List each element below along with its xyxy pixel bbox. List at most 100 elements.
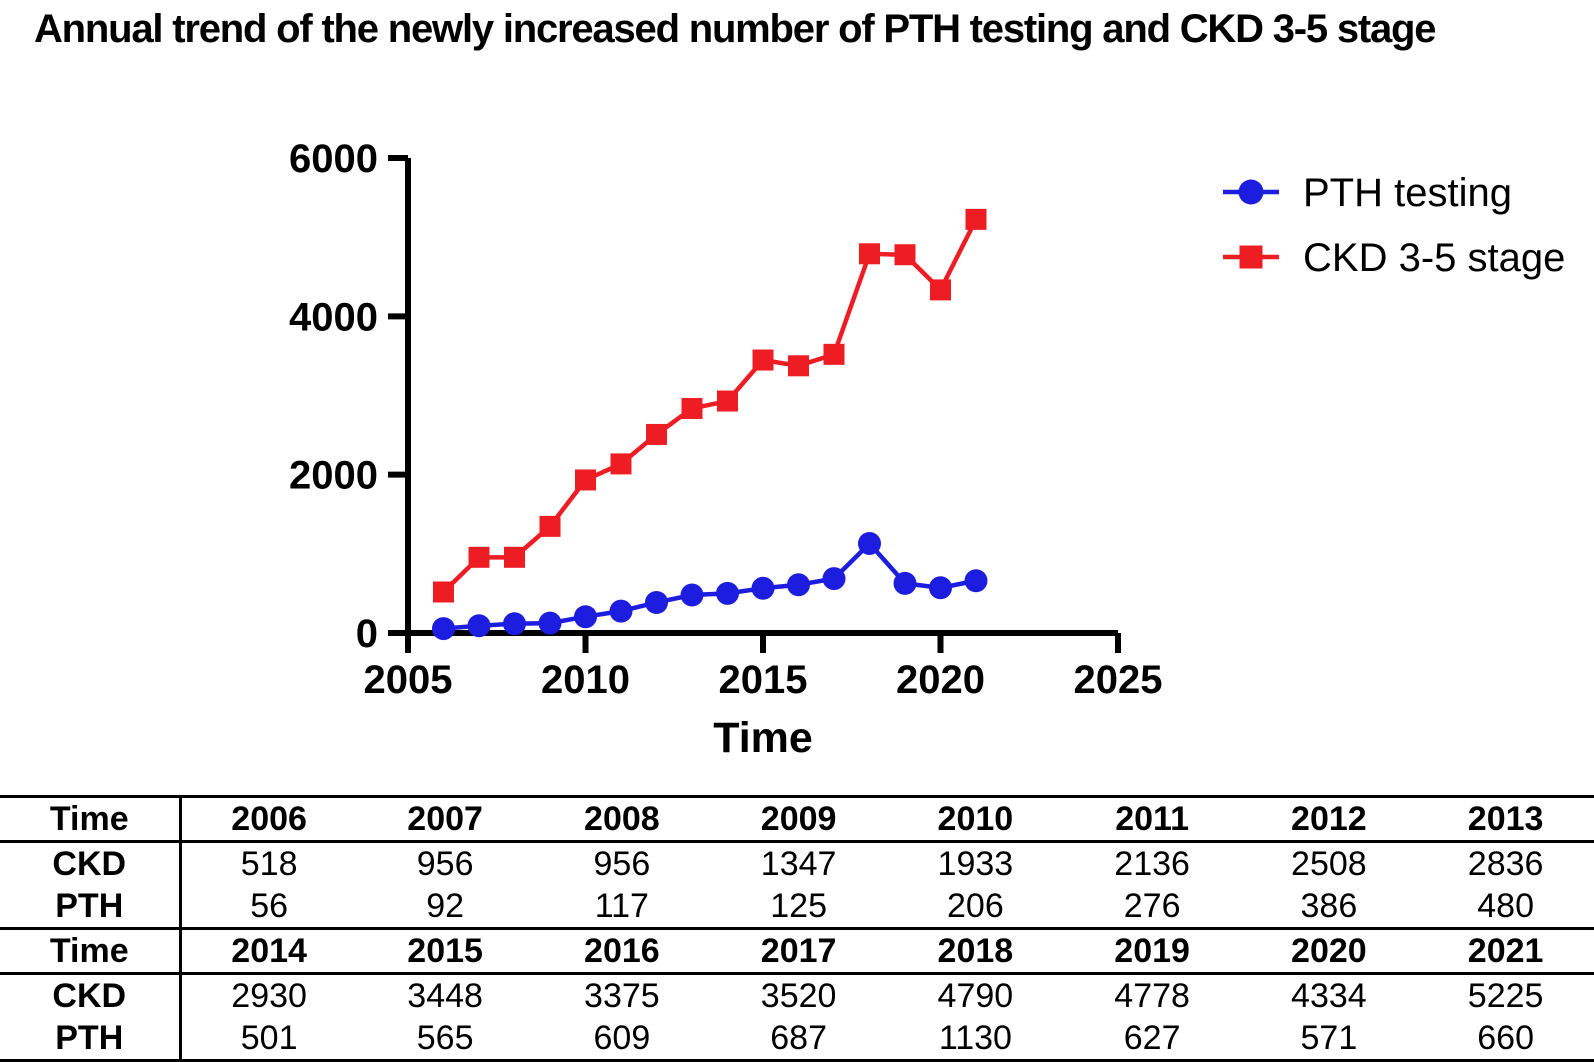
- legend-item-ckd: CKD 3-5 stage: [1223, 236, 1565, 280]
- pth-data-point-marker: [964, 569, 988, 593]
- time-header-cell: 2010: [887, 795, 1064, 843]
- ckd-value-row: CKD 2930 3448 3375 3520 4790 4778 4334 5225: [0, 973, 1594, 1017]
- pth-data-point-marker: [503, 612, 526, 636]
- pth-value-cell: 660: [1417, 1017, 1594, 1062]
- y-tick-label: 2000: [289, 454, 378, 498]
- ckd-data-point-marker: [504, 546, 525, 568]
- ckd-value-cell: 2136: [1114, 845, 1190, 883]
- annual-data-table: Time 2006 2007 2008 2009 2010 2011 2012 2013 CKD 5…: [0, 795, 1594, 1062]
- pth-value-cell: 501: [180, 1017, 357, 1062]
- time-header-cell: 2013: [1417, 795, 1594, 843]
- legend-label: CKD 3-5 stage: [1303, 236, 1565, 280]
- time-header-cell: 2015: [356, 927, 534, 975]
- pth-testing-line: [443, 540, 977, 631]
- pth-data-point-marker: [822, 567, 846, 591]
- ckd-value-cell: 3448: [407, 977, 483, 1015]
- ckd-value-cell: 1347: [760, 845, 837, 883]
- annual-data-table-grid: Time 2006 2007 2008 2009 2010 2011 2012 2013 CKD 5…: [0, 795, 1594, 1062]
- ckd-data-point-marker: [930, 279, 951, 301]
- pth-data-point-marker: [929, 576, 952, 600]
- ckd-data-point-marker: [539, 515, 561, 537]
- ckd-data-point-marker: [894, 244, 916, 266]
- pth-value-cell: 276: [1123, 887, 1181, 925]
- ckd-data-point-marker: [681, 397, 703, 419]
- x-tick-label: 2015: [719, 658, 808, 702]
- pth-value-cell: 565: [356, 1017, 534, 1062]
- ckd-value-cell: 2508: [1291, 845, 1367, 883]
- x-axis-title: Time: [713, 714, 813, 762]
- time-header-cell: 2021: [1417, 927, 1594, 975]
- pth-value-cell: 627: [1063, 1017, 1241, 1062]
- time-header-cell: 2016: [533, 927, 711, 975]
- time-header-cell: 2014: [180, 927, 357, 975]
- ckd-value-cell: 5225: [1467, 977, 1544, 1015]
- figure-title: Annual trend of the newly increased numb…: [34, 7, 1437, 51]
- pth-data-point-marker: [574, 605, 597, 629]
- pth-value-row-label: PTH: [0, 885, 182, 929]
- ckd-data-point-marker: [859, 243, 880, 265]
- pth-data-point-marker: [538, 611, 562, 635]
- time-header-row: Time 2014 2015 2016 2017 2018 2019 2020 2021: [0, 927, 1594, 975]
- x-tick-label: 2010: [541, 658, 630, 702]
- ckd-value-row-label: CKD: [0, 841, 182, 885]
- time-header-row-label: Time: [0, 795, 182, 843]
- ckd-data-point-marker: [717, 390, 738, 412]
- time-header-cell: 2018: [887, 927, 1064, 975]
- ckd-data-point-marker: [646, 423, 667, 445]
- legend-square-marker: [1239, 245, 1263, 269]
- legend-item-pth: PTH testing: [1223, 171, 1512, 215]
- pth-value-row: PTH 56 92 117 125 206 276 386 480: [0, 885, 1594, 929]
- pth-value-cell: 687: [710, 1017, 887, 1062]
- ckd-value-cell: 1933: [937, 845, 1014, 883]
- pth-value-cell: 92: [426, 887, 465, 925]
- pth-data-point-marker: [609, 599, 633, 623]
- ckd-value-cell: 4790: [937, 977, 1014, 1015]
- pth-data-point-marker: [893, 571, 917, 595]
- pth-value-cell: 206: [947, 887, 1004, 925]
- time-header-cell: 2011: [1063, 795, 1241, 843]
- time-header-cell: 2017: [710, 927, 887, 975]
- ckd-value-cell: 3375: [584, 977, 660, 1015]
- ckd-value-cell: 518: [240, 845, 298, 883]
- legend-label: PTH testing: [1303, 171, 1512, 215]
- pth-value-cell: 571: [1240, 1017, 1418, 1062]
- ckd-data-point-marker: [610, 453, 632, 475]
- legend-circle-marker: [1238, 179, 1264, 205]
- x-tick-label: 2025: [1074, 658, 1163, 702]
- pth-data-point-marker: [716, 581, 739, 605]
- ckd-data-point-marker: [468, 546, 490, 568]
- trend-line-chart: 0 2000 4000 6000 2005 2010 2015 2020 2025 Time PTH…: [289, 137, 1565, 762]
- pth-data-point-marker: [680, 583, 704, 607]
- time-header-cell: 2020: [1240, 927, 1418, 975]
- ckd-value-cell: 956: [593, 845, 651, 883]
- ckd-value-row-label: CKD: [0, 973, 182, 1017]
- time-header-cell: 2012: [1240, 795, 1418, 843]
- ckd-data-point-marker: [752, 349, 774, 371]
- pth-value-cell: 1130: [887, 1017, 1064, 1062]
- ckd-value-cell: 2930: [231, 977, 307, 1015]
- time-header-cell: 2009: [710, 795, 887, 843]
- pth-value-cell: 125: [770, 887, 827, 925]
- ckd-value-row: CKD 518 956 956 1347 1933 2136 2508 2836: [0, 841, 1594, 885]
- pth-value-cell: 117: [594, 887, 649, 925]
- ckd-value-cell: 3520: [760, 977, 837, 1015]
- ckd-data-point-marker: [823, 343, 845, 365]
- y-tick-label: 0: [356, 612, 378, 656]
- pth-value-cell: 56: [250, 887, 289, 925]
- pth-value-row-label: PTH: [0, 1017, 182, 1062]
- pth-data-point-marker: [787, 573, 810, 597]
- time-header-cell: 2006: [180, 795, 357, 843]
- ckd-data-point-marker: [433, 581, 454, 603]
- ckd-value-cell: 956: [416, 845, 474, 883]
- pth-value-cell: 386: [1300, 887, 1358, 925]
- time-header-cell: 2008: [533, 795, 711, 843]
- x-tick-label: 2005: [364, 658, 453, 702]
- pth-data-point-marker: [751, 576, 775, 600]
- time-header-row-label: Time: [0, 927, 182, 975]
- pth-data-point-marker: [858, 532, 881, 556]
- ckd-value-cell: 4778: [1114, 977, 1190, 1015]
- pth-data-point-marker: [467, 614, 491, 638]
- ckd-data-point-marker: [575, 469, 596, 491]
- pth-value-cell: 480: [1477, 887, 1534, 925]
